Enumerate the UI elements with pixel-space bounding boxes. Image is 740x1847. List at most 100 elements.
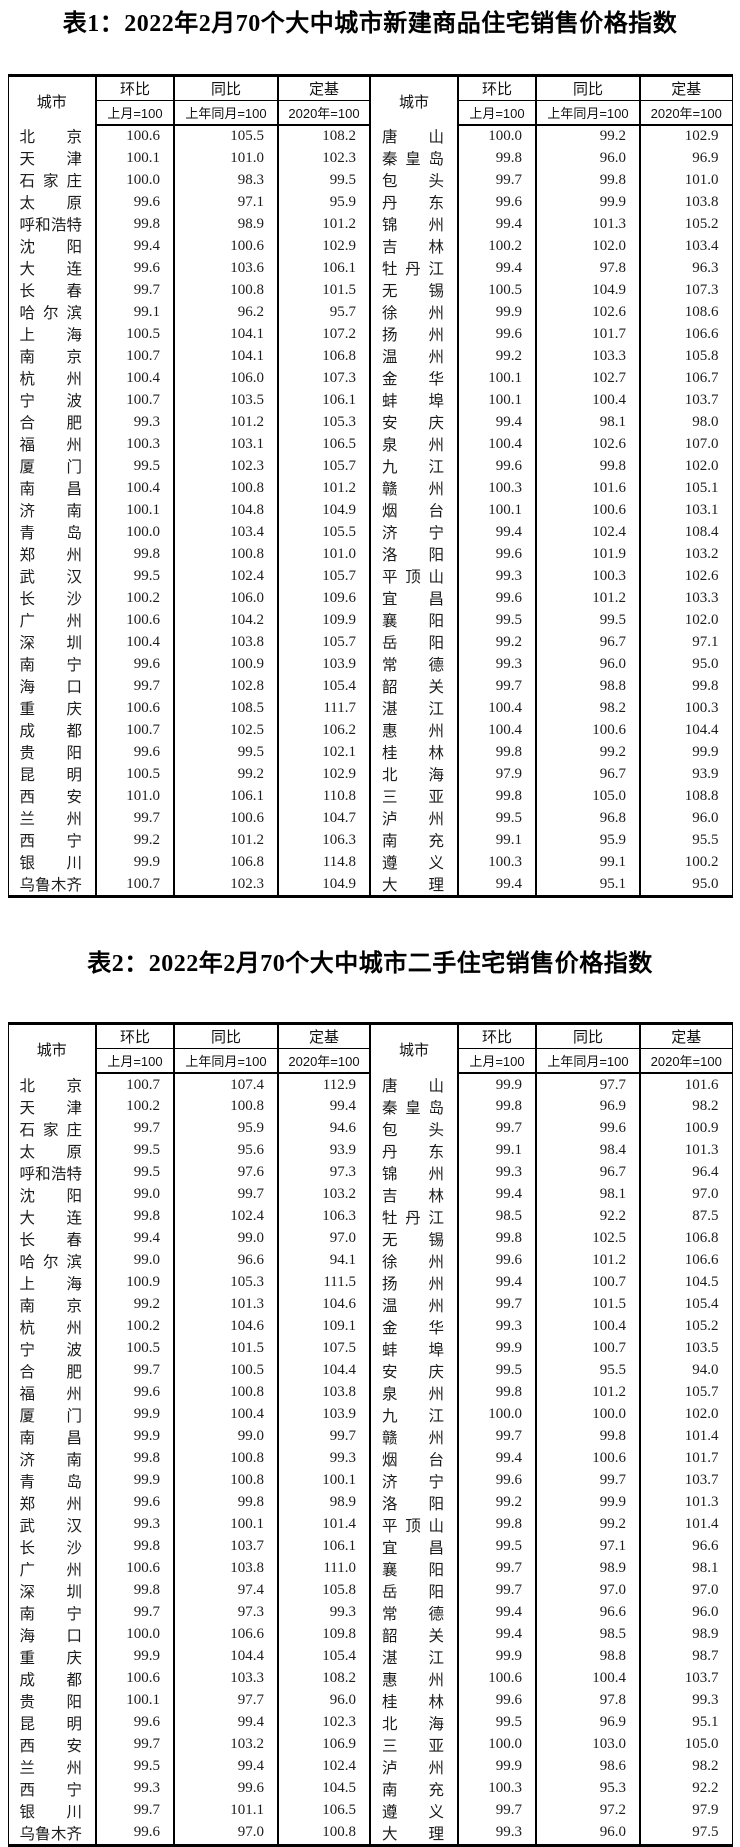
- index-value-cell: 99.2: [457, 345, 536, 368]
- table2-body: 北京 100.7 107.4 112.9 唐山 99.9 97.7 101.6 天津 100.2 1…: [8, 1073, 732, 1846]
- table-row: 石家庄 99.7 95.9 94.6 包头 99.7 99.6 100.9: [8, 1117, 732, 1140]
- index-value-cell: 105.3: [173, 1271, 278, 1294]
- index-value-cell: 99.8: [535, 455, 640, 478]
- index-value-cell: 99.1: [535, 851, 640, 874]
- index-value-cell: 96.6: [173, 1249, 278, 1272]
- city-name-cell: 成都: [19, 723, 83, 741]
- table-row: 长沙 100.2 106.0 109.6 宜昌 99.6 101.2 103.3: [8, 587, 732, 610]
- city-name-cell: 天津: [19, 1099, 83, 1117]
- index-value-cell: 104.4: [173, 1645, 278, 1668]
- index-value-cell: 103.7: [639, 389, 732, 412]
- table-row: 广州 100.6 104.2 109.9 襄阳 99.5 99.5 102.0: [8, 609, 732, 632]
- index-value-cell: 93.9: [639, 763, 732, 786]
- city-name-cell: 深圳: [19, 1583, 83, 1601]
- index-value-cell: 99.3: [95, 1513, 174, 1536]
- table1-new-home-price-index: 城市 环比 同比 定基 城市 环比 同比 定基 上月=100 上年同月=100 …: [7, 74, 733, 899]
- city-name-cell: 徐州: [369, 1249, 458, 1272]
- city-name-cell: 烟台: [369, 1447, 458, 1470]
- index-value-cell: 106.3: [277, 829, 370, 852]
- index-value-cell: 94.0: [639, 1359, 732, 1382]
- index-value-cell: 105.4: [277, 1645, 370, 1668]
- index-value-cell: 99.6: [95, 1491, 174, 1514]
- city-name-cell: 海口: [19, 1627, 83, 1645]
- index-value-cell: 100.4: [535, 389, 640, 412]
- city-name-cell: 无锡: [369, 279, 458, 302]
- index-value-cell: 101.3: [639, 1139, 732, 1162]
- table-row: 杭州 100.4 106.0 107.3 金华 100.1 102.7 106.7: [8, 367, 732, 390]
- index-value-cell: 94.1: [277, 1249, 370, 1272]
- index-value-cell: 99.4: [457, 411, 536, 434]
- index-value-cell: 103.8: [639, 191, 732, 214]
- index-value-cell: 96.6: [639, 1535, 732, 1558]
- city-name-cell: 赣州: [369, 1425, 458, 1448]
- index-value-cell: 96.9: [639, 147, 732, 170]
- index-value-cell: 105.3: [277, 411, 370, 434]
- index-value-cell: 100.7: [95, 389, 174, 412]
- city-name-cell: 平顶山: [369, 565, 458, 588]
- index-value-cell: 99.2: [95, 1293, 174, 1316]
- index-value-cell: 104.1: [173, 323, 278, 346]
- index-value-cell: 98.9: [277, 1491, 370, 1514]
- index-value-cell: 101.4: [639, 1425, 732, 1448]
- table-row: 济南 99.8 100.8 99.3 烟台 99.4 100.6 101.7: [8, 1447, 732, 1470]
- city-name-cell: 乌鲁木齐: [19, 1825, 83, 1843]
- index-value-cell: 98.0: [639, 411, 732, 434]
- index-value-cell: 100.7: [95, 345, 174, 368]
- index-value-cell: 99.9: [95, 1403, 174, 1426]
- index-value-cell: 99.8: [95, 1535, 174, 1558]
- index-value-cell: 100.3: [535, 565, 640, 588]
- city-name-cell: 温州: [369, 345, 458, 368]
- city-name-cell: 锦州: [369, 1161, 458, 1184]
- index-value-cell: 100.5: [95, 763, 174, 786]
- index-value-cell: 103.6: [173, 257, 278, 280]
- table-row: 深圳 99.8 97.4 105.8 岳阳 99.7 97.0 97.0: [8, 1579, 732, 1602]
- table-row: 南宁 99.6 100.9 103.9 常德 99.3 96.0 95.0: [8, 653, 732, 676]
- index-value-cell: 100.9: [639, 1117, 732, 1140]
- index-value-cell: 96.0: [535, 1821, 640, 1846]
- city-name-cell: 北京: [19, 1077, 83, 1095]
- index-value-cell: 100.6: [535, 719, 640, 742]
- index-value-cell: 95.5: [535, 1359, 640, 1382]
- index-value-cell: 100.7: [95, 719, 174, 742]
- table-row: 呼和浩特 99.8 98.9 101.2 锦州 99.4 101.3 105.2: [8, 213, 732, 236]
- table-row: 南昌 100.4 100.8 101.2 赣州 100.3 101.6 105.1: [8, 477, 732, 500]
- index-value-cell: 102.0: [639, 455, 732, 478]
- city-name-cell: 南昌: [19, 1429, 83, 1447]
- index-value-cell: 99.8: [95, 1205, 174, 1228]
- city-name-cell: 吉林: [369, 1183, 458, 1206]
- col-header-mom: 环比: [457, 1023, 536, 1050]
- city-name-cell: 合肥: [19, 415, 83, 433]
- index-value-cell: 104.5: [639, 1271, 732, 1294]
- table-row: 宁波 100.5 101.5 107.5 蚌埠 99.9 100.7 103.5: [8, 1337, 732, 1360]
- city-name-cell: 泸州: [369, 1755, 458, 1778]
- index-value-cell: 100.3: [457, 851, 536, 874]
- city-name-cell: 济宁: [369, 521, 458, 544]
- index-value-cell: 101.4: [277, 1513, 370, 1536]
- index-value-cell: 103.1: [639, 499, 732, 522]
- index-value-cell: 96.7: [535, 763, 640, 786]
- index-value-cell: 106.3: [277, 1205, 370, 1228]
- index-value-cell: 101.4: [639, 1513, 732, 1536]
- index-value-cell: 97.7: [173, 1689, 278, 1712]
- city-name-cell: 西安: [19, 1737, 83, 1755]
- index-value-cell: 101.0: [277, 543, 370, 566]
- city-name-cell: 湛江: [369, 1645, 458, 1668]
- index-value-cell: 99.4: [457, 1447, 536, 1470]
- index-value-cell: 100.6: [95, 609, 174, 632]
- table2-title: 表2：2022年2月70个大中城市二手住宅销售价格指数: [87, 951, 653, 978]
- city-name-cell: 三亚: [369, 1733, 458, 1756]
- city-name-cell: 牡丹江: [369, 257, 458, 280]
- index-value-cell: 98.3: [173, 169, 278, 192]
- city-name-cell: 烟台: [369, 499, 458, 522]
- index-value-cell: 103.3: [535, 345, 640, 368]
- index-value-cell: 101.2: [173, 411, 278, 434]
- table-row: 天津 100.1 101.0 102.3 秦皇岛 99.8 96.0 96.9: [8, 147, 732, 170]
- city-name-cell: 石家庄: [19, 1121, 83, 1139]
- index-value-cell: 100.1: [95, 499, 174, 522]
- index-value-cell: 102.9: [639, 125, 732, 148]
- city-name-cell: 合肥: [19, 1363, 83, 1381]
- index-value-cell: 99.4: [457, 521, 536, 544]
- index-value-cell: 100.6: [535, 499, 640, 522]
- index-value-cell: 102.0: [535, 235, 640, 258]
- index-value-cell: 101.5: [535, 1293, 640, 1316]
